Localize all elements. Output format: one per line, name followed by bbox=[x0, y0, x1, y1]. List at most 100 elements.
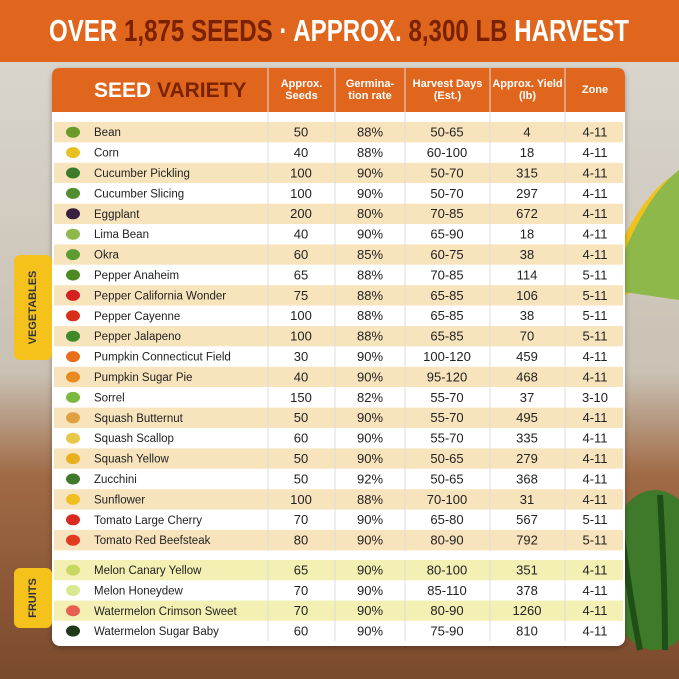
table-cell: 60 bbox=[294, 431, 308, 446]
row-icon bbox=[66, 208, 80, 220]
table-cell: 90% bbox=[357, 410, 383, 425]
row-icon bbox=[66, 310, 80, 322]
table-cell: 38 bbox=[520, 308, 534, 323]
column-header-box: Approx. Yield (lb) bbox=[492, 78, 563, 102]
variety-name: Tomato Large Cherry bbox=[94, 515, 202, 527]
row-icon bbox=[66, 534, 80, 546]
row-icon bbox=[66, 249, 80, 261]
table-row bbox=[54, 162, 623, 184]
table-cell: 50-65 bbox=[430, 471, 463, 486]
variety-name: Tomato Red Beefsteak bbox=[94, 535, 211, 547]
variety-name: Cucumber Pickling bbox=[94, 168, 190, 180]
variety-name: Pumpkin Sugar Pie bbox=[94, 372, 192, 384]
header-word: SEED bbox=[94, 79, 151, 102]
table-cell: 55-70 bbox=[430, 431, 463, 446]
table-cell: 100 bbox=[290, 308, 312, 323]
row-icon bbox=[66, 147, 80, 159]
table-cell: 60 bbox=[294, 247, 308, 262]
table-cell: 100 bbox=[290, 165, 312, 180]
title-part: 1,875 SEEDS bbox=[124, 13, 273, 48]
table-row bbox=[54, 387, 623, 408]
variety-name: Sorrel bbox=[94, 392, 125, 404]
row-icon bbox=[66, 269, 80, 281]
table-cell: 3-10 bbox=[582, 390, 608, 405]
variety-name: Squash Yellow bbox=[94, 454, 170, 466]
table-cell: 100 bbox=[290, 492, 312, 507]
table-cell: 4-11 bbox=[582, 349, 607, 364]
table-cell: 90% bbox=[357, 165, 383, 180]
table-cell: 4-11 bbox=[582, 431, 607, 446]
table-row bbox=[54, 203, 623, 224]
table-row bbox=[54, 407, 623, 428]
table-cell: 18 bbox=[520, 227, 534, 242]
column-header-box: Approx. Seeds bbox=[281, 78, 323, 102]
table-cell: 50-70 bbox=[430, 165, 463, 180]
table-cell: 88% bbox=[357, 308, 383, 323]
table-cell: 4-11 bbox=[582, 369, 607, 384]
table-cell: 297 bbox=[516, 186, 538, 201]
variety-name: Zucchini bbox=[94, 474, 137, 486]
table-header bbox=[52, 68, 625, 112]
table-cell: 88% bbox=[357, 288, 383, 303]
table-cell: 4-11 bbox=[582, 492, 607, 507]
table-row bbox=[54, 366, 623, 388]
table-cell: 85% bbox=[357, 247, 383, 262]
table-cell: 378 bbox=[516, 583, 538, 598]
table-cell: 810 bbox=[516, 623, 538, 638]
title-part: OVER bbox=[49, 13, 117, 48]
table-cell: 90% bbox=[357, 349, 383, 364]
table-cell: 80-90 bbox=[430, 603, 463, 618]
row-icon bbox=[66, 564, 80, 576]
table-cell: 90% bbox=[357, 186, 383, 201]
seed-variety-header: SEED VARIETY bbox=[94, 79, 247, 102]
row-icon bbox=[66, 371, 80, 383]
variety-name: Sunflower bbox=[94, 494, 145, 506]
table-cell: 60-100 bbox=[427, 145, 467, 160]
title-part: APPROX. bbox=[293, 13, 401, 48]
table-cell: 90% bbox=[357, 431, 383, 446]
row-icon bbox=[66, 167, 80, 179]
table-cell: 95-120 bbox=[427, 369, 467, 384]
table-cell: 40 bbox=[294, 369, 308, 384]
table-cell: 150 bbox=[290, 390, 312, 405]
table-row bbox=[54, 428, 623, 449]
title-part: · bbox=[279, 13, 287, 48]
table-cell: 90% bbox=[357, 512, 383, 527]
variety-name: Melon Honeydew bbox=[94, 585, 184, 597]
variety-name: Lima Bean bbox=[94, 229, 149, 241]
column-header: Approx. Yield (lb) bbox=[492, 78, 563, 102]
variety-name: Bean bbox=[94, 127, 121, 139]
table-cell: 4-11 bbox=[582, 247, 607, 262]
table-cell: 75 bbox=[294, 288, 308, 303]
row-icon bbox=[66, 584, 80, 596]
table-cell: 4-11 bbox=[582, 145, 607, 160]
table-row bbox=[54, 600, 623, 621]
table-cell: 82% bbox=[357, 390, 383, 405]
table-row bbox=[54, 580, 623, 601]
variety-name: Corn bbox=[94, 148, 119, 160]
variety-name: Pepper Jalapeno bbox=[94, 331, 181, 343]
table-cell: 85-110 bbox=[427, 583, 467, 598]
table-cell: 65-85 bbox=[430, 288, 463, 303]
variety-name: Pepper Anaheim bbox=[94, 270, 179, 282]
table-row bbox=[54, 142, 623, 163]
table-cell: 50 bbox=[294, 125, 308, 140]
table-row bbox=[54, 448, 623, 469]
table-cell: 70 bbox=[294, 583, 308, 598]
table-cell: 90% bbox=[357, 603, 383, 618]
variety-name: Squash Butternut bbox=[94, 413, 184, 425]
table-row bbox=[54, 346, 623, 367]
table-cell: 4-11 bbox=[582, 410, 607, 425]
table-row bbox=[54, 560, 623, 581]
table-row bbox=[54, 509, 623, 530]
table-cell: 92% bbox=[357, 471, 383, 486]
row-icon bbox=[66, 412, 80, 424]
table-cell: 80-100 bbox=[427, 563, 467, 578]
variety-name: Pepper Cayenne bbox=[94, 311, 180, 323]
table-cell: 31 bbox=[520, 492, 534, 507]
column-header: Harvest Days (Est.) bbox=[412, 78, 483, 102]
column-header: Zone bbox=[581, 84, 609, 96]
variety-name: Eggplant bbox=[94, 209, 140, 221]
table-cell: 5-11 bbox=[582, 533, 607, 548]
